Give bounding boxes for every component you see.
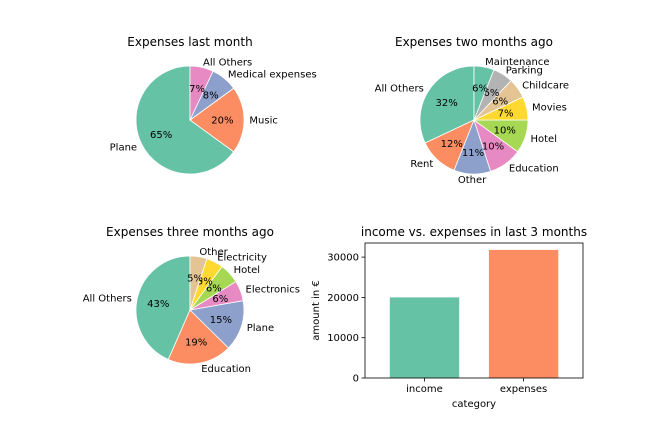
pie-pct-label: 7% [498,108,514,119]
pie-label-maintenance: Maintenance [485,57,549,68]
pie-label-electricity: Electricity [217,253,267,264]
pie-chart-3: Expenses three months ago 43% All Others 19… [83,225,300,375]
pie-pct-label: 8% [203,91,219,102]
x-axis-label: category [452,399,496,410]
pie-pct-label: 6% [212,294,228,305]
pie-pct-label: 10% [494,126,516,137]
pie-label-electronics: Electronics [246,284,301,295]
pie-label-all-others: All Others [375,84,424,95]
pie-label-hotel: Hotel [234,265,261,276]
pie-pct-label: 19% [185,337,207,348]
pie-label-hotel: Hotel [531,134,558,145]
bar-title: income vs. expenses in last 3 months [361,225,587,239]
pie-pct-label: 65% [150,130,172,141]
x-tick-label: income [406,384,443,395]
pie-label-education: Education [509,164,559,175]
y-axis-label: amount in € [311,280,322,340]
pie-slice-other [189,255,208,311]
pie-pct-label: 43% [147,299,169,310]
pie-pct-label: 6% [206,284,222,295]
pie-pct-label: 6% [472,84,488,95]
y-tick-label: 0 [353,374,359,385]
pie-title: Expenses three months ago [106,225,274,239]
pie-pct-label: 10% [482,142,504,153]
pie-pct-label: 32% [435,98,457,109]
pie-pct-label: 7% [189,84,205,95]
pie-slice-all-others [135,255,191,360]
bar-income [389,297,460,378]
pie-label-music: Music [249,116,277,127]
pie-label-medical-expenses: Medical expenses [228,70,317,81]
pie-label-all-others: All Others [83,293,132,304]
pie-pct-label: 5% [187,274,203,285]
pie-slice-all-others [189,65,214,121]
x-tick-label: expenses [500,384,547,395]
pie-slice-education [167,309,230,365]
pie-pct-label: 12% [441,139,463,150]
pie-pct-label: 15% [210,315,232,326]
y-tick-label: 20000 [327,293,359,304]
pie-slice-plane [189,300,245,349]
pie-chart-1: Expenses last month 65% Plane 20% Music 8% Med… [110,35,317,175]
pie-chart-2: Expenses two months ago 32% All Others 12% R… [375,35,569,186]
pie-slice-maintenance [473,65,495,121]
pie-label-rent: Rent [410,159,433,170]
pie-label-childcare: Childcare [522,81,569,92]
pie-pct-label: 6% [483,88,499,99]
pie-label-parking: Parking [506,65,543,76]
pie-pct-label: 5% [197,277,213,288]
bar-chart: income vs. expenses in last 3 months inco… [311,225,587,410]
y-tick-label: 10000 [327,333,359,344]
pie-label-all-others: All Others [203,58,252,69]
pie-slice-music [189,87,245,153]
pie-pct-label: 20% [211,116,233,127]
pie-label-other: Other [458,175,487,186]
bar-expenses [488,249,559,378]
pie-title: Expenses last month [127,35,252,49]
pie-label-education: Education [201,364,251,375]
pie-pct-label: 6% [492,97,508,108]
pie-slice-plane [135,65,235,175]
pie-label-plane: Plane [110,143,137,154]
pie-title: Expenses two months ago [395,35,553,49]
axes-frame [364,242,584,379]
pie-pct-label: 11% [462,148,484,159]
y-tick-label: 30000 [327,253,359,264]
pie-label-plane: Plane [247,323,274,334]
pie-slice-all-others [419,65,475,144]
pie-label-other: Other [199,247,228,258]
pie-label-movies: Movies [532,103,567,114]
